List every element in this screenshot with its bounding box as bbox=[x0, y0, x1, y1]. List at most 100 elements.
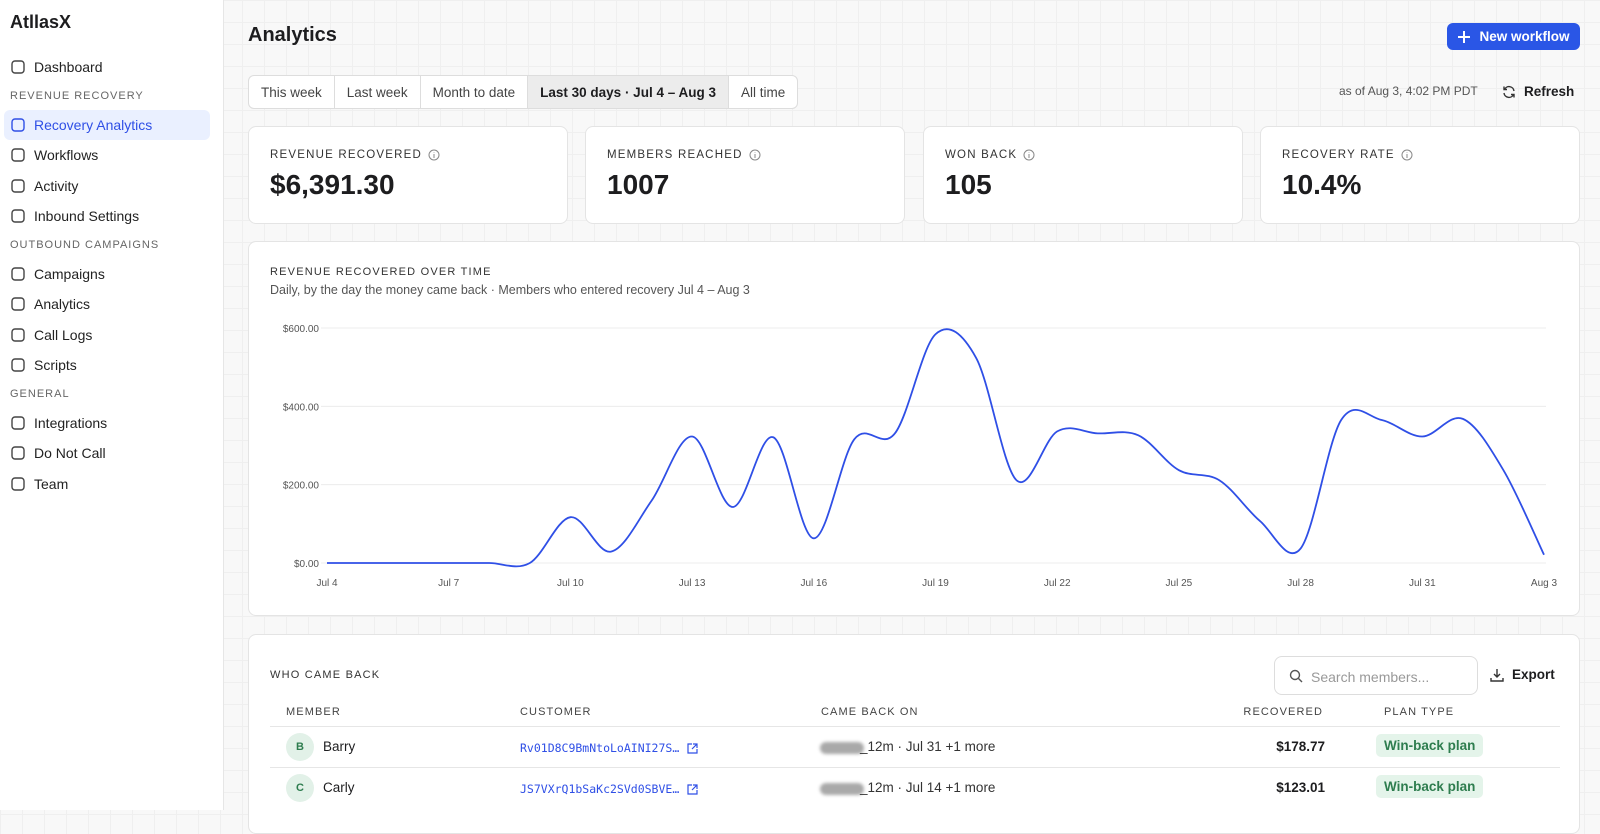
nav-item[interactable]: Scripts bbox=[4, 350, 210, 380]
search-icon bbox=[1289, 669, 1303, 683]
x-tick-label: Jul 16 bbox=[800, 578, 827, 589]
external-link-icon bbox=[687, 742, 698, 754]
column-header: MEMBER bbox=[286, 706, 341, 718]
avatar: C bbox=[286, 774, 314, 802]
y-tick-label: $600.00 bbox=[283, 324, 320, 335]
nav-label: Call Logs bbox=[34, 326, 93, 343]
redacted bbox=[820, 742, 864, 754]
search-box[interactable]: Search members... bbox=[1274, 656, 1478, 695]
stat-label: MEMBERS REACHED bbox=[607, 149, 761, 161]
nav-label: Integrations bbox=[34, 414, 108, 431]
customer-id: JS7VXrQ1bSaKc2SVd0SBVE… bbox=[520, 782, 680, 796]
nav-label: Workflows bbox=[34, 147, 99, 163]
stat-label-text: RECOVERY RATE bbox=[1282, 149, 1395, 161]
nav-label: Inbound Settings bbox=[34, 208, 140, 224]
y-tick-label: $0.00 bbox=[294, 559, 319, 570]
x-tick-label: Jul 7 bbox=[438, 578, 460, 589]
column-header: PLAN TYPE bbox=[1384, 706, 1455, 718]
stat-value: 10.4% bbox=[1282, 169, 1362, 200]
redacted bbox=[820, 783, 864, 795]
nav-label: Campaigns bbox=[34, 265, 105, 282]
nav-item[interactable]: Recovery Analytics bbox=[4, 109, 210, 140]
export-label: Export bbox=[1512, 667, 1555, 682]
stat-card: MEMBERS REACHED 1007 bbox=[585, 126, 905, 224]
external-link-icon bbox=[687, 783, 698, 795]
nav-item[interactable]: Analytics bbox=[4, 289, 210, 319]
tab[interactable]: This week bbox=[249, 76, 335, 108]
nav-icon bbox=[11, 297, 25, 311]
chart-title: REVENUE RECOVERED OVER TIME bbox=[270, 266, 492, 278]
nav-icon bbox=[11, 446, 25, 460]
came-back-on: _12m · Jul 31 +1 more bbox=[860, 739, 996, 754]
tab[interactable]: Last 30 days · Jul 4 – Aug 3 bbox=[528, 76, 729, 108]
tab[interactable]: Last week bbox=[335, 76, 421, 108]
customer-link[interactable]: JS7VXrQ1bSaKc2SVd0SBVE… bbox=[520, 782, 698, 796]
sidebar: AtllasX Dashboard REVENUE RECOVERY Recover… bbox=[0, 0, 224, 810]
nav-item[interactable]: Team bbox=[4, 469, 210, 499]
nav-icon bbox=[11, 327, 25, 342]
nav-label: Do Not Call bbox=[34, 445, 106, 461]
nav-icon bbox=[11, 60, 25, 74]
chart: $0.00 $200.00 $400.00 $600.00 Jul 4 Jul 7 Jul … bbox=[283, 324, 1558, 589]
info-icon bbox=[1401, 149, 1413, 161]
info-icon bbox=[428, 149, 440, 161]
nav-label: Team bbox=[34, 475, 69, 492]
button-label: New workflow bbox=[1479, 29, 1570, 44]
x-tick-label: Aug 3 bbox=[1531, 578, 1558, 589]
nav-icon bbox=[11, 476, 25, 491]
tab[interactable]: Month to date bbox=[421, 76, 529, 108]
date-range-tabs: This week Last week Month to date Last 30 d… bbox=[248, 75, 799, 109]
stat-label-text: MEMBERS REACHED bbox=[607, 149, 743, 161]
x-tick-label: Jul 28 bbox=[1287, 578, 1314, 589]
nav-item[interactable]: Call Logs bbox=[4, 320, 210, 350]
export-button[interactable]: Export bbox=[1490, 667, 1555, 682]
nav-icon bbox=[11, 358, 25, 372]
stat-label: REVENUE RECOVERED bbox=[270, 149, 440, 161]
nav-item[interactable]: Do Not Call bbox=[4, 438, 210, 468]
nav-icon bbox=[11, 209, 25, 223]
stat-label-text: WON BACK bbox=[945, 149, 1018, 161]
refresh-icon bbox=[1503, 85, 1515, 98]
stat-value: 105 bbox=[945, 169, 992, 200]
stat-card: REVENUE RECOVERED $6,391.30 bbox=[248, 126, 568, 224]
x-tick-label: Jul 13 bbox=[679, 578, 706, 589]
tab[interactable]: All time bbox=[740, 84, 786, 100]
nav-label: Recovery Analytics bbox=[34, 116, 153, 133]
refresh-button[interactable]: Refresh bbox=[1502, 84, 1574, 99]
section-heading: REVENUE RECOVERY bbox=[10, 89, 144, 102]
y-tick-label: $200.00 bbox=[283, 481, 320, 492]
column-header: RECOVERED bbox=[1243, 706, 1323, 718]
nav-label: Dashboard bbox=[34, 59, 103, 75]
column-header: CUSTOMER bbox=[520, 706, 592, 718]
nav-item[interactable]: Campaigns bbox=[4, 259, 210, 289]
nav-item[interactable]: Workflows bbox=[4, 140, 210, 170]
recovered: $123.01 bbox=[1276, 780, 1325, 795]
refresh-label: Refresh bbox=[1524, 84, 1575, 99]
new-workflow-button[interactable]: New workflow bbox=[1447, 23, 1580, 50]
stat-value: 1007 bbox=[607, 169, 670, 200]
info-icon bbox=[1023, 149, 1035, 161]
stat-label-text: REVENUE RECOVERED bbox=[270, 149, 423, 161]
plan-type: Win-back plan bbox=[1376, 734, 1484, 757]
section-heading: OUTBOUND CAMPAIGNS bbox=[10, 238, 160, 251]
x-tick-label: Jul 22 bbox=[1044, 578, 1071, 589]
customer-link[interactable]: Rv01D8C9BmNtoLoAINI27S… bbox=[520, 741, 698, 755]
avatar: B bbox=[286, 733, 314, 761]
x-tick-label: Jul 10 bbox=[557, 578, 584, 589]
nav-item[interactable]: Activity bbox=[4, 171, 210, 201]
search-placeholder: Search members... bbox=[1311, 669, 1430, 685]
chart-card: REVENUE RECOVERED OVER TIME Daily, by th… bbox=[248, 241, 1580, 616]
came-back-on: _12m · Jul 14 +1 more bbox=[860, 780, 996, 795]
nav-item[interactable]: Integrations bbox=[4, 408, 210, 438]
plus-icon bbox=[1458, 30, 1471, 43]
column-header: CAME BACK ON bbox=[821, 706, 919, 718]
x-tick-label: Jul 25 bbox=[1166, 578, 1193, 589]
nav-item[interactable]: Inbound Settings bbox=[4, 201, 210, 231]
chart-subtitle: Daily, by the day the money came back · … bbox=[270, 283, 750, 297]
plan-type: Win-back plan bbox=[1376, 775, 1484, 798]
nav-item[interactable]: Dashboard bbox=[4, 52, 210, 82]
brand: AtllasX bbox=[10, 12, 72, 32]
nav-icon bbox=[11, 415, 25, 430]
nav-icon bbox=[11, 266, 25, 281]
